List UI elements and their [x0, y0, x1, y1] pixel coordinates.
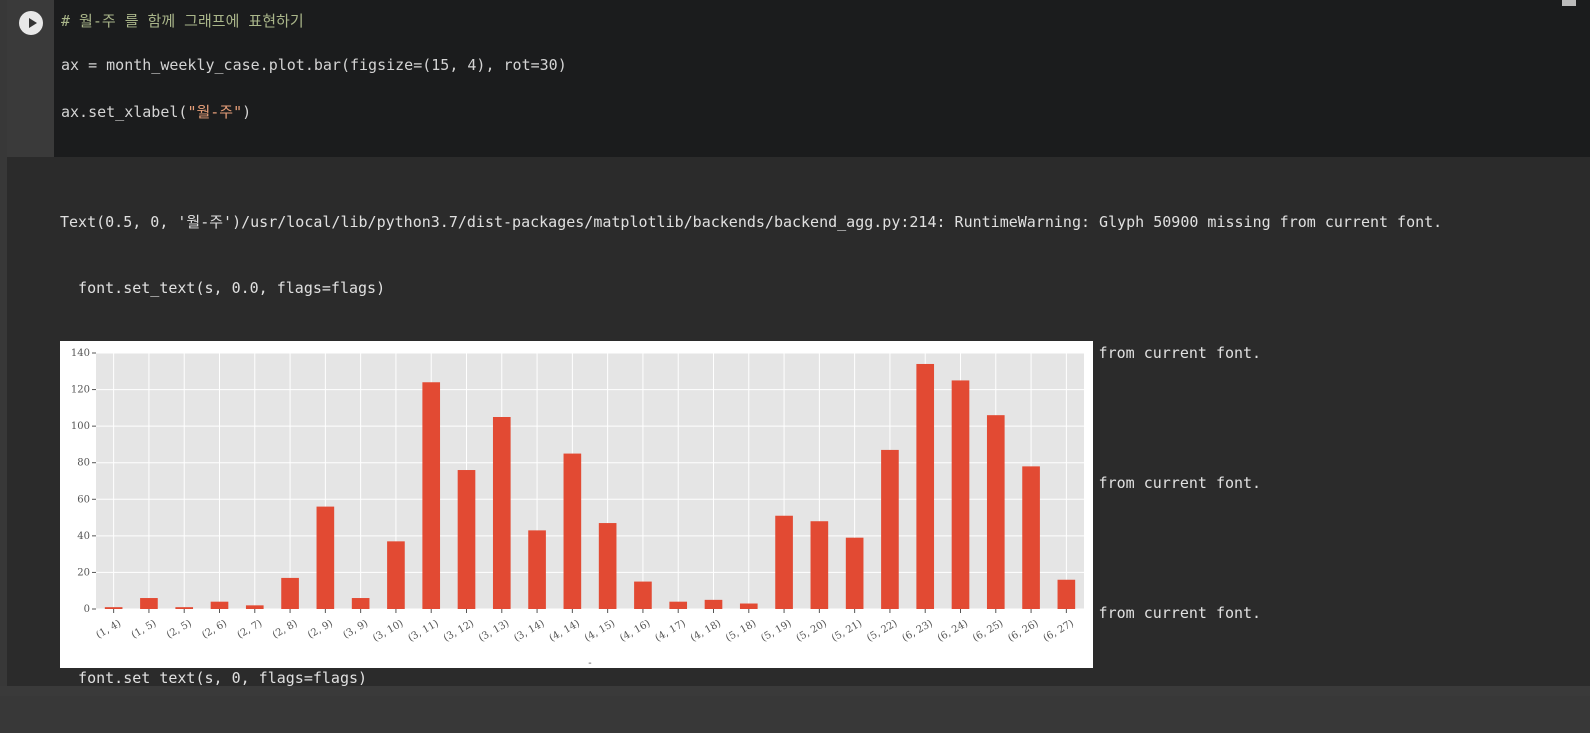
x-tick-label: (6, 27) — [1042, 618, 1076, 644]
plot-area — [96, 353, 1084, 609]
output-line: Text(0.5, 0, '월-주')/usr/local/lib/python… — [60, 213, 1443, 232]
x-tick-label: (3, 12) — [442, 618, 476, 644]
code-line-comment: # 월-주 를 함께 그래프에 표현하기 — [61, 12, 304, 30]
code-line-xlabel: ax.set_xlabel("월-주") — [61, 101, 251, 122]
bar — [210, 601, 229, 609]
x-tick-label: (6, 24) — [936, 618, 970, 644]
x-tick-label: (2, 9) — [306, 618, 335, 641]
code-string: "월-주" — [187, 103, 243, 121]
x-tick-label: (4, 17) — [653, 618, 687, 644]
bar — [492, 417, 511, 609]
cell-gutter — [7, 0, 54, 157]
run-cell-button[interactable] — [19, 11, 43, 35]
code-token: ax.set_xlabel( — [61, 103, 188, 121]
y-tick-label: 80 — [77, 458, 90, 469]
y-tick-label: 0 — [84, 604, 90, 615]
bar — [951, 380, 970, 609]
x-tick-label: (6, 23) — [900, 618, 934, 644]
x-tick-label: (5, 18) — [724, 618, 758, 644]
code-token: ) — [242, 103, 252, 121]
play-icon — [28, 18, 37, 28]
y-tick-label: 20 — [77, 567, 90, 578]
y-tick-label: 40 — [77, 531, 90, 542]
bar — [175, 607, 194, 609]
bar — [916, 363, 935, 609]
x-tick-label: (5, 20) — [795, 618, 829, 644]
bar — [104, 607, 123, 609]
bar-chart: 0 20 40 60 80 100 120 140 (1, 4) (1, 5) (2, 5) (2, … — [60, 341, 1093, 668]
x-tick-label: (5, 21) — [830, 618, 864, 644]
y-tick-label: 100 — [71, 421, 90, 432]
bar — [528, 530, 546, 609]
bar — [316, 506, 335, 609]
x-tick-label: (1, 4) — [94, 618, 123, 641]
x-tick-label: (4, 18) — [689, 618, 723, 644]
code-line-plot: ax = month_weekly_case.plot.bar(figsize=… — [61, 56, 567, 74]
y-tick-label: 140 — [71, 348, 90, 359]
x-tick-label: (4, 14) — [548, 618, 582, 644]
bottom-strip — [0, 686, 1590, 696]
cell-output: Text(0.5, 0, '월-주')/usr/local/lib/python… — [7, 157, 1590, 687]
bar — [986, 415, 1005, 609]
x-tick-label: (1, 5) — [130, 618, 159, 641]
x-tick-label: (3, 9) — [341, 618, 370, 641]
bar — [775, 515, 793, 609]
bar — [563, 453, 582, 609]
bar — [245, 605, 264, 609]
bar — [422, 382, 441, 609]
y-tick-label: 60 — [77, 494, 90, 505]
x-tick-label: (4, 15) — [583, 618, 617, 644]
x-tick-label: (2, 6) — [200, 618, 229, 641]
bar — [1057, 579, 1076, 609]
x-tick-label: (6, 26) — [1006, 618, 1040, 644]
window-corner — [1562, 0, 1576, 6]
x-tick-label: (5, 19) — [759, 618, 793, 644]
bar — [881, 449, 899, 609]
bar — [634, 581, 652, 609]
x-tick-label: (6, 25) — [971, 618, 1005, 644]
bar — [810, 521, 829, 609]
code-cell: # 월-주 를 함께 그래프에 표현하기 ax = month_weekly_c… — [7, 0, 1590, 687]
chart-svg: 0 20 40 60 80 100 120 140 (1, 4) (1, 5) (2, 5) (2, … — [71, 348, 1084, 668]
bar — [598, 523, 617, 609]
output-line: font.set_text(s, 0.0, flags=flags) — [60, 278, 386, 297]
bar — [739, 603, 758, 609]
x-tick-label: (5, 22) — [865, 618, 899, 644]
bar — [351, 598, 370, 609]
code-editor[interactable]: # 월-주 를 함께 그래프에 표현하기 ax = month_weekly_c… — [54, 0, 1590, 157]
bar — [1022, 466, 1040, 609]
x-axis-label: - — [588, 658, 591, 668]
bar — [669, 601, 688, 609]
output-line: font.set_text(s, 0, flags=flags) — [60, 669, 368, 688]
bar — [704, 599, 723, 609]
x-tick-label: (4, 16) — [618, 618, 652, 644]
x-tick-label: (2, 7) — [235, 618, 264, 641]
y-tick-label: 120 — [71, 385, 90, 396]
x-tick-label: (3, 10) — [371, 618, 405, 644]
bar — [457, 470, 476, 609]
bar — [281, 577, 299, 609]
bar — [387, 541, 405, 609]
x-tick-label: (3, 14) — [512, 618, 546, 644]
x-tick-label: (3, 11) — [406, 618, 440, 644]
x-tick-label: (2, 8) — [271, 618, 300, 641]
x-tick-label: (3, 13) — [477, 618, 511, 644]
bar — [140, 598, 158, 609]
bar — [845, 537, 864, 609]
x-tick-label: (2, 5) — [165, 618, 194, 641]
